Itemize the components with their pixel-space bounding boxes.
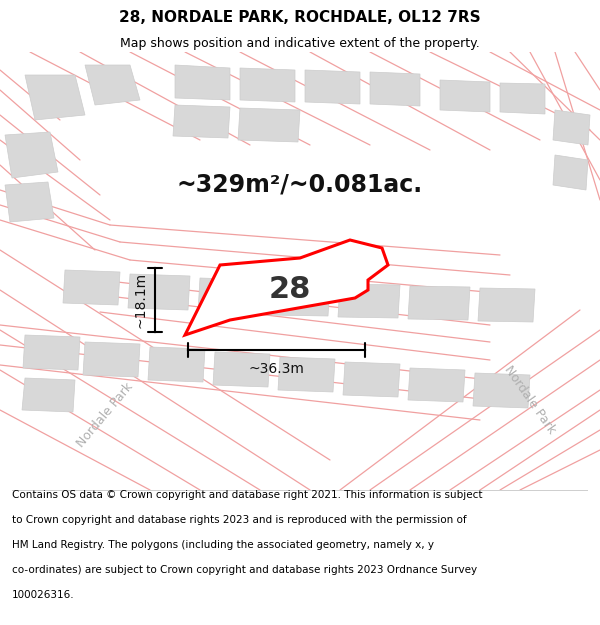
Polygon shape [343, 362, 400, 397]
Polygon shape [175, 65, 230, 100]
Polygon shape [478, 288, 535, 322]
Polygon shape [128, 274, 190, 310]
Text: HM Land Registry. The polygons (including the associated geometry, namely x, y: HM Land Registry. The polygons (includin… [12, 540, 434, 550]
Polygon shape [473, 373, 530, 408]
Text: Nordale Park: Nordale Park [502, 364, 558, 436]
Polygon shape [173, 105, 230, 138]
Polygon shape [213, 352, 270, 387]
Polygon shape [5, 132, 58, 178]
Polygon shape [370, 72, 420, 106]
Polygon shape [305, 70, 360, 104]
Polygon shape [240, 68, 295, 102]
Polygon shape [23, 335, 80, 370]
Polygon shape [83, 342, 140, 377]
Text: co-ordinates) are subject to Crown copyright and database rights 2023 Ordnance S: co-ordinates) are subject to Crown copyr… [12, 565, 477, 575]
Text: 100026316.: 100026316. [12, 590, 74, 600]
Polygon shape [25, 75, 85, 120]
Text: to Crown copyright and database rights 2023 and is reproduced with the permissio: to Crown copyright and database rights 2… [12, 515, 467, 525]
Text: ~329m²/~0.081ac.: ~329m²/~0.081ac. [177, 173, 423, 197]
Polygon shape [553, 110, 590, 145]
Text: 28, NORDALE PARK, ROCHDALE, OL12 7RS: 28, NORDALE PARK, ROCHDALE, OL12 7RS [119, 11, 481, 26]
Polygon shape [22, 378, 75, 412]
Polygon shape [553, 155, 588, 190]
Text: ~18.1m: ~18.1m [133, 272, 147, 328]
Polygon shape [500, 83, 545, 114]
Text: Contains OS data © Crown copyright and database right 2021. This information is : Contains OS data © Crown copyright and d… [12, 490, 482, 500]
Polygon shape [408, 368, 465, 402]
Polygon shape [268, 282, 330, 316]
Polygon shape [408, 286, 470, 320]
Polygon shape [278, 357, 335, 392]
Polygon shape [238, 108, 300, 142]
Polygon shape [440, 80, 490, 112]
Text: 28: 28 [269, 276, 311, 304]
Polygon shape [5, 182, 54, 222]
Polygon shape [338, 284, 400, 318]
Polygon shape [148, 347, 205, 382]
Polygon shape [85, 65, 140, 105]
Polygon shape [198, 278, 260, 313]
Text: ~36.3m: ~36.3m [248, 362, 304, 376]
Text: Nordale Park: Nordale Park [74, 380, 136, 450]
Polygon shape [185, 240, 388, 335]
Text: Map shows position and indicative extent of the property.: Map shows position and indicative extent… [120, 38, 480, 51]
Polygon shape [63, 270, 120, 305]
